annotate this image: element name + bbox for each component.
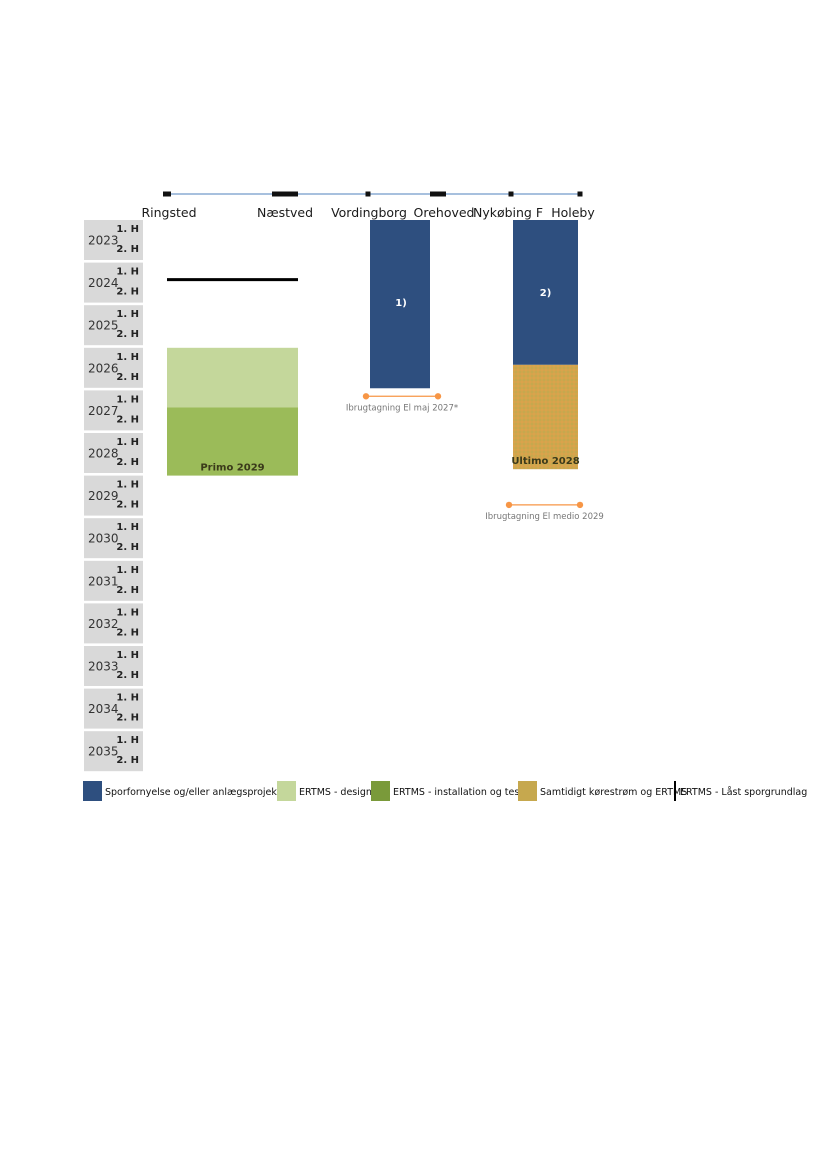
year-row-box bbox=[84, 603, 143, 644]
year-label: 2032 bbox=[88, 617, 119, 631]
half-label: 2. H bbox=[116, 670, 139, 681]
year-row-box bbox=[84, 475, 143, 516]
legend-label: ERTMS - design bbox=[299, 787, 372, 798]
station-marker bbox=[163, 191, 171, 197]
half-label: 2. H bbox=[116, 713, 139, 724]
legend-label: Sporfornyelse og/eller anlægsprojekter bbox=[105, 787, 290, 798]
legend-label: ERTMS - Låst sporgrundlag bbox=[680, 787, 807, 798]
station-marker bbox=[365, 191, 371, 197]
project-bar bbox=[167, 407, 298, 476]
half-label: 1. H bbox=[116, 607, 139, 618]
half-label: 2. H bbox=[116, 244, 139, 255]
half-label: 1. H bbox=[116, 735, 139, 746]
year-label: 2027 bbox=[88, 404, 119, 418]
project-bar bbox=[513, 364, 578, 470]
half-label: 2. H bbox=[116, 500, 139, 511]
milestone-dot bbox=[576, 501, 584, 509]
bar-label: Primo 2029 bbox=[200, 463, 264, 474]
year-row-box bbox=[84, 518, 143, 559]
project-bar bbox=[167, 347, 298, 408]
half-label: 2. H bbox=[116, 542, 139, 553]
bar-label: 1) bbox=[395, 298, 407, 309]
half-label: 1. H bbox=[116, 352, 139, 363]
year-label: 2024 bbox=[88, 276, 119, 290]
legend-swatch bbox=[518, 781, 537, 801]
half-label: 1. H bbox=[116, 437, 139, 448]
half-label: 1. H bbox=[116, 309, 139, 320]
station-marker bbox=[430, 191, 446, 197]
station-label: Vordingborg bbox=[331, 205, 407, 220]
milestone-label: Ibrugtagning El medio 2029 bbox=[485, 512, 604, 522]
year-label: 2031 bbox=[88, 574, 119, 588]
year-row-box bbox=[84, 688, 143, 729]
project-bar bbox=[513, 220, 578, 365]
half-label: 1. H bbox=[116, 693, 139, 704]
half-label: 1. H bbox=[116, 394, 139, 405]
half-label: 2. H bbox=[116, 627, 139, 638]
half-label: 1. H bbox=[116, 224, 139, 235]
year-row-box bbox=[84, 262, 143, 303]
bar-label: Ultimo 2028 bbox=[511, 456, 579, 467]
station-marker bbox=[577, 191, 583, 197]
half-label: 2. H bbox=[116, 755, 139, 766]
bar-label: 2) bbox=[540, 288, 552, 299]
station-marker bbox=[272, 191, 298, 197]
half-label: 2. H bbox=[116, 287, 139, 298]
station-label: Nykøbing F bbox=[473, 205, 543, 220]
year-row-box bbox=[84, 433, 143, 473]
year-label: 2026 bbox=[88, 361, 119, 375]
milestone-dot bbox=[362, 393, 370, 400]
legend-label: ERTMS - installation og test bbox=[393, 787, 523, 798]
year-row-box bbox=[84, 731, 143, 772]
milestone-dot bbox=[505, 501, 513, 509]
year-row-box bbox=[84, 646, 143, 686]
legend-label: Samtidigt kørestrøm og ERTMS bbox=[540, 787, 687, 798]
station-label: Ringsted bbox=[141, 205, 196, 220]
year-label: 2028 bbox=[88, 447, 119, 461]
year-row-box bbox=[84, 390, 143, 431]
year-label: 2025 bbox=[88, 319, 119, 333]
station-marker bbox=[508, 191, 514, 197]
half-label: 2. H bbox=[116, 414, 139, 425]
year-label: 2029 bbox=[88, 489, 119, 503]
half-label: 2. H bbox=[116, 329, 139, 340]
station-label: Orehoved bbox=[414, 205, 475, 220]
half-label: 2. H bbox=[116, 372, 139, 383]
year-label: 2033 bbox=[88, 660, 119, 674]
year-label: 2035 bbox=[88, 745, 119, 759]
year-label: 2034 bbox=[88, 702, 119, 716]
half-label: 1. H bbox=[116, 650, 139, 661]
half-label: 2. H bbox=[116, 585, 139, 596]
year-row-box bbox=[84, 560, 143, 601]
legend-swatch bbox=[83, 781, 102, 801]
project-bar bbox=[370, 220, 430, 389]
station-label: Næstved bbox=[257, 205, 313, 220]
milestone-dot bbox=[434, 393, 442, 400]
year-row-box bbox=[84, 305, 143, 346]
station-label: Holeby bbox=[551, 205, 595, 220]
half-label: 1. H bbox=[116, 522, 139, 533]
half-label: 1. H bbox=[116, 480, 139, 491]
half-label: 1. H bbox=[116, 267, 139, 278]
half-label: 1. H bbox=[116, 565, 139, 576]
legend-swatch bbox=[277, 781, 296, 801]
legend-swatch bbox=[371, 781, 390, 801]
year-label: 2023 bbox=[88, 234, 119, 248]
half-label: 2. H bbox=[116, 457, 139, 468]
year-row-box bbox=[84, 347, 143, 388]
year-label: 2030 bbox=[88, 532, 119, 546]
year-row-box bbox=[84, 220, 143, 260]
milestone-label: Ibrugtagning El maj 2027* bbox=[346, 403, 458, 413]
